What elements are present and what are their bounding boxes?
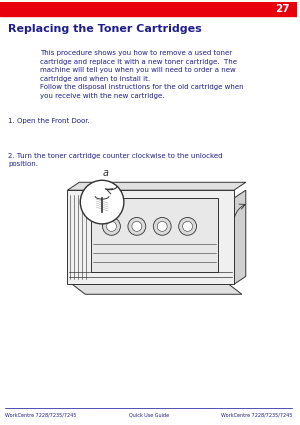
Bar [68,190,234,284]
Text: Replacing the Toner Cartridges: Replacing the Toner Cartridges [8,24,202,34]
Bar [91,198,218,272]
Text: a: a [103,168,109,178]
Circle shape [80,180,124,224]
Text: This procedure shows you how to remove a used toner
cartridge and replace it wit: This procedure shows you how to remove a… [40,51,243,99]
Polygon shape [234,190,246,284]
Text: 2. Turn the toner cartridge counter clockwise to the unlocked
position.: 2. Turn the toner cartridge counter cloc… [8,153,222,167]
Circle shape [157,221,167,231]
Text: WorkCentre 7228/7235/7245: WorkCentre 7228/7235/7245 [221,412,292,417]
Bar [0,2,297,16]
Text: WorkCentre 7228/7235/7245: WorkCentre 7228/7235/7245 [5,412,76,417]
Text: 27: 27 [275,4,290,14]
Text: 1. Open the Front Door.: 1. Open the Front Door. [8,118,90,124]
Polygon shape [68,182,246,190]
Circle shape [106,221,116,231]
Circle shape [103,218,120,235]
Polygon shape [72,284,242,294]
Circle shape [128,218,146,235]
Bar [95,196,109,214]
Circle shape [132,221,142,231]
Text: Quick Use Guide: Quick Use Guide [129,412,169,417]
Circle shape [179,218,196,235]
Circle shape [153,218,171,235]
Circle shape [183,221,193,231]
